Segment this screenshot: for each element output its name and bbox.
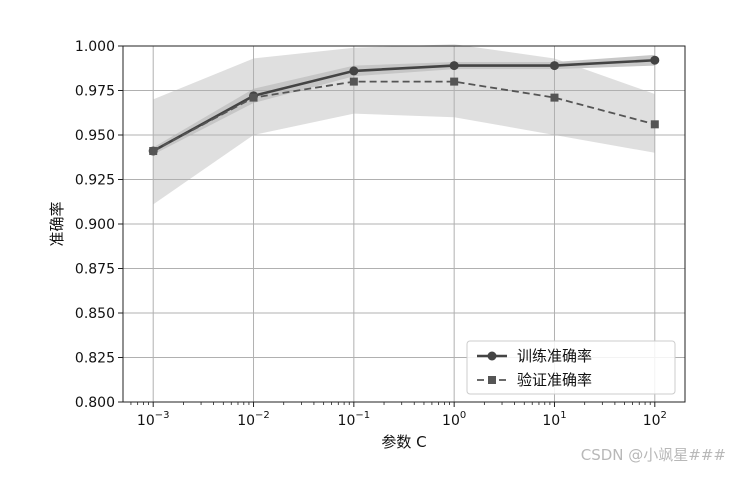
legend-box (466, 340, 676, 395)
series-line (152, 58, 655, 153)
y-tick-label: 0.825 (75, 351, 115, 367)
y-tick-label: 0.950 (75, 128, 115, 144)
data-point (450, 77, 459, 86)
data-point (149, 147, 158, 156)
series-lines (148, 55, 660, 156)
data-point (650, 55, 660, 65)
data-point (449, 61, 459, 71)
data-point (549, 61, 559, 71)
x-tick-label: 101 (542, 410, 566, 429)
data-point (349, 77, 358, 86)
x-tick-label: 100 (442, 410, 466, 429)
y-tick-label: 0.900 (75, 217, 115, 233)
x-tick-label: 102 (643, 410, 667, 429)
confidence-bands (153, 44, 655, 205)
y-tick-label: 0.925 (75, 173, 115, 189)
data-point (550, 93, 559, 102)
legend-label: 训练准确率 (517, 347, 592, 365)
series-line (152, 80, 656, 152)
x-axis-label: 参数 C (381, 433, 426, 451)
x-tick-label: 10−2 (237, 410, 270, 429)
data-point (650, 120, 659, 129)
y-tick-label: 1.000 (75, 39, 115, 55)
grid (123, 45, 685, 403)
y-tick-label: 0.875 (75, 262, 115, 278)
y-tick-label: 0.850 (75, 306, 115, 322)
confidence-band (153, 44, 655, 205)
confidence-band (153, 54, 655, 155)
x-tick-label: 10−3 (137, 410, 170, 429)
legend-marker (487, 351, 497, 361)
data-point (249, 93, 258, 102)
axis-ticks: 0.800 0.825 0.850 0.875 0.900 0.925 0.950 0.975… (75, 39, 667, 429)
legend-marker (488, 376, 496, 384)
y-tick-label: 0.975 (75, 84, 115, 100)
legend-label: 验证准确率 (517, 371, 592, 389)
x-tick-label: 10−1 (338, 410, 371, 429)
data-point (349, 66, 359, 76)
y-axis-label: 准确率 (48, 201, 66, 246)
watermark: CSDN @小飒星### (580, 446, 726, 464)
y-tick-label: 0.800 (75, 395, 115, 411)
